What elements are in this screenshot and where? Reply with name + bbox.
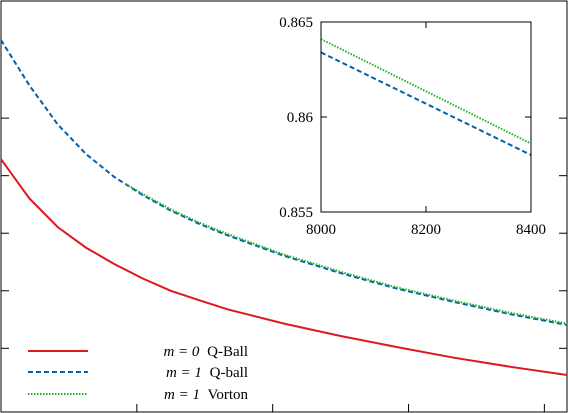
legend-text-qball-m0: Q-Ball xyxy=(207,344,248,360)
legend-math-qball-m1: m = 1 xyxy=(166,365,202,381)
inset-series-m-1-q-ball-line xyxy=(320,51,532,156)
legend-label-vorton-m1: m = 1 Vorton xyxy=(164,387,249,403)
inset-ytick-label-0: 0.855 xyxy=(279,205,313,221)
main-series-m-1-vorton-line xyxy=(124,183,568,325)
inset-series-group xyxy=(320,38,532,156)
inset-xtick-label-0: 8000 xyxy=(306,222,336,238)
inset-xtick-label-1: 8200 xyxy=(411,222,441,238)
inset-axis-ticks: 8000 8200 8400 0.855 0.86 0.865 xyxy=(279,15,546,238)
legend-entry-qball-m0: m = 0 Q-Ball xyxy=(28,344,248,360)
chart-legend: m = 0 Q-Ball m = 1 Q-ball m = 1 Vorton xyxy=(28,344,248,403)
inset-series-m-1-vorton-line xyxy=(320,38,532,145)
main-axis-ticks xyxy=(1,117,567,412)
legend-math-vorton-m1: m = 1 xyxy=(164,387,200,403)
legend-entry-qball-m1: m = 1 Q-ball xyxy=(28,365,248,381)
legend-text-vorton-m1: Vorton xyxy=(207,387,248,403)
main-series-group xyxy=(0,39,568,376)
legend-label-qball-m1: m = 1 Q-ball xyxy=(166,365,248,381)
inset-background xyxy=(321,22,531,212)
legend-label-qball-m0: m = 0 Q-Ball xyxy=(163,344,248,360)
legend-math-qball-m0: m = 0 xyxy=(163,344,199,360)
inset-xtick-label-2: 8400 xyxy=(516,222,546,238)
main-series-m-1-q-ball-line xyxy=(0,39,568,326)
legend-entry-vorton-m1: m = 1 Vorton xyxy=(28,387,248,403)
main-series-m-0-q-ball-line xyxy=(0,158,568,376)
inset-ytick-label-1: 0.86 xyxy=(287,110,314,126)
inset-ytick-label-2: 0.865 xyxy=(279,15,313,31)
legend-text-qball-m1: Q-ball xyxy=(210,365,248,381)
